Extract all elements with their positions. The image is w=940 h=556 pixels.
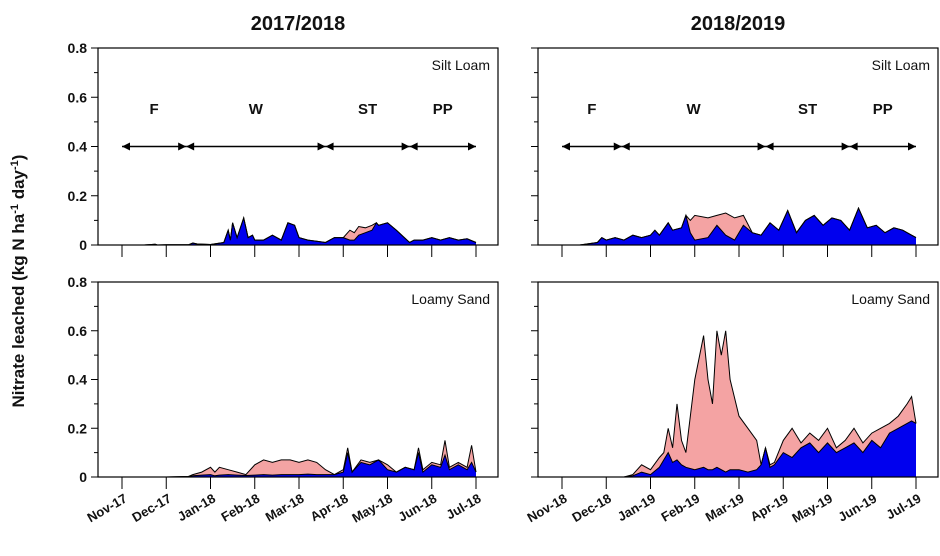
arrowhead-left — [765, 142, 774, 151]
x-tick-label: Jul-19 — [883, 491, 923, 523]
chart-panel: Nov-18 Dec-18 Jan-19 Feb-19 Mar-19 Apr-19May-… — [524, 281, 939, 526]
y-label-superscript: -1 — [9, 160, 21, 170]
series-a-line — [562, 330, 917, 477]
x-tick-label: Mar-19 — [703, 491, 747, 525]
x-tick-label: Nov-17 — [84, 491, 129, 526]
phase-arrow-w: W — [186, 101, 326, 151]
series-b-area — [122, 452, 476, 477]
series-b-line — [122, 216, 477, 245]
plot-area — [562, 330, 917, 477]
arrowhead-right — [908, 142, 916, 151]
series-a-line — [122, 440, 477, 477]
y-tick-label: 0 — [79, 237, 87, 253]
series-b-area — [122, 217, 476, 245]
phase-label: F — [587, 101, 596, 118]
x-tick-label: May-18 — [349, 491, 395, 526]
phase-arrow-f: F — [562, 101, 622, 151]
phase-arrow-f: F — [122, 101, 187, 151]
phase-label: ST — [358, 101, 377, 118]
x-tick-label: Jul-18 — [443, 491, 483, 523]
y-tick-label: 0.4 — [68, 372, 88, 388]
y-tick-label: 0.8 — [68, 40, 88, 56]
phase-arrow-pp: PP — [409, 101, 476, 151]
arrowhead-right — [613, 142, 622, 151]
series-b-line — [562, 420, 917, 477]
series-b-line — [562, 206, 917, 245]
y-label-part: ) — [9, 155, 28, 161]
arrowhead-left — [849, 142, 858, 151]
x-tick-label: Nov-18 — [524, 491, 569, 526]
x-tick-label: Apr-19 — [748, 491, 791, 525]
plot-area — [122, 440, 477, 477]
arrowhead-left — [325, 142, 334, 151]
x-tick-label: Feb-19 — [658, 491, 702, 525]
arrowhead-right — [178, 142, 187, 151]
y-label-part: day — [9, 169, 28, 204]
chart-panel: 0 0.2 0.4 0.6 0.8 Nov-17 Dec-17 Jan-18 Feb-18 Mar… — [68, 274, 499, 526]
season-title: 2017/2018 — [251, 13, 346, 35]
y-tick-label: 0 — [79, 469, 87, 485]
phase-arrow-w: W — [621, 101, 766, 151]
panel-frame — [97, 281, 499, 478]
arrowhead-right — [317, 142, 326, 151]
y-label-superscript: -1 — [9, 204, 21, 214]
plot-area — [562, 206, 917, 245]
x-tick-label: Jan-19 — [615, 491, 658, 525]
y-tick-label: 0.8 — [68, 274, 88, 290]
y-label-part: Nitrate leached (kg N ha — [9, 213, 28, 407]
x-tick-label: Dec-18 — [569, 491, 613, 525]
series-b-line — [122, 452, 477, 477]
soil-type-label: Loamy Sand — [851, 291, 930, 307]
phase-label: PP — [433, 101, 453, 118]
arrowhead-right — [468, 142, 476, 151]
chart-panel: Silt Loam F W ST PP — [531, 47, 939, 257]
x-tick-label: Jun-19 — [835, 491, 879, 525]
phase-arrow-pp: PP — [849, 101, 916, 151]
phase-label: ST — [798, 101, 817, 118]
y-tick-label: 0.6 — [68, 323, 88, 339]
y-tick-label: 0.2 — [68, 188, 88, 204]
series-b-area — [562, 208, 916, 245]
plot-area — [122, 216, 477, 245]
soil-type-label: Silt Loam — [872, 57, 930, 73]
x-tick-label: Mar-18 — [263, 491, 307, 525]
phase-label: F — [149, 101, 158, 118]
phase-arrow-st: ST — [325, 101, 410, 151]
soil-type-label: Loamy Sand — [411, 291, 490, 307]
phase-arrow-st: ST — [765, 101, 850, 151]
y-tick-label: 0.4 — [68, 139, 88, 155]
arrowhead-right — [401, 142, 410, 151]
x-tick-label: Dec-17 — [129, 491, 173, 525]
series-a-area — [562, 330, 916, 477]
arrowhead-left — [409, 142, 418, 151]
arrowhead-left — [562, 142, 570, 151]
arrowhead-left — [621, 142, 630, 151]
soil-type-label: Silt Loam — [432, 57, 490, 73]
series-b-area — [562, 420, 916, 477]
phase-label: W — [687, 101, 702, 118]
arrowhead-left — [122, 142, 130, 151]
y-tick-label: 0.2 — [68, 420, 88, 436]
arrowhead-right — [841, 142, 850, 151]
x-tick-label: Apr-18 — [308, 491, 351, 525]
x-tick-label: Jan-18 — [175, 491, 218, 525]
x-tick-label: Feb-18 — [218, 491, 262, 525]
phase-label: PP — [873, 101, 893, 118]
x-tick-label: May-19 — [789, 491, 835, 526]
arrowhead-right — [757, 142, 766, 151]
phase-label: W — [249, 101, 264, 118]
y-axis-label: Nitrate leached (kg N ha-1 day-1) — [9, 155, 28, 408]
season-title: 2018/2019 — [691, 13, 786, 35]
arrowhead-left — [186, 142, 195, 151]
y-tick-label: 0.6 — [68, 89, 88, 105]
x-tick-label: Jun-18 — [395, 491, 439, 525]
chart-panel: 0 0.2 0.4 0.6 0.8 Silt Loam F W ST PP — [68, 40, 499, 257]
